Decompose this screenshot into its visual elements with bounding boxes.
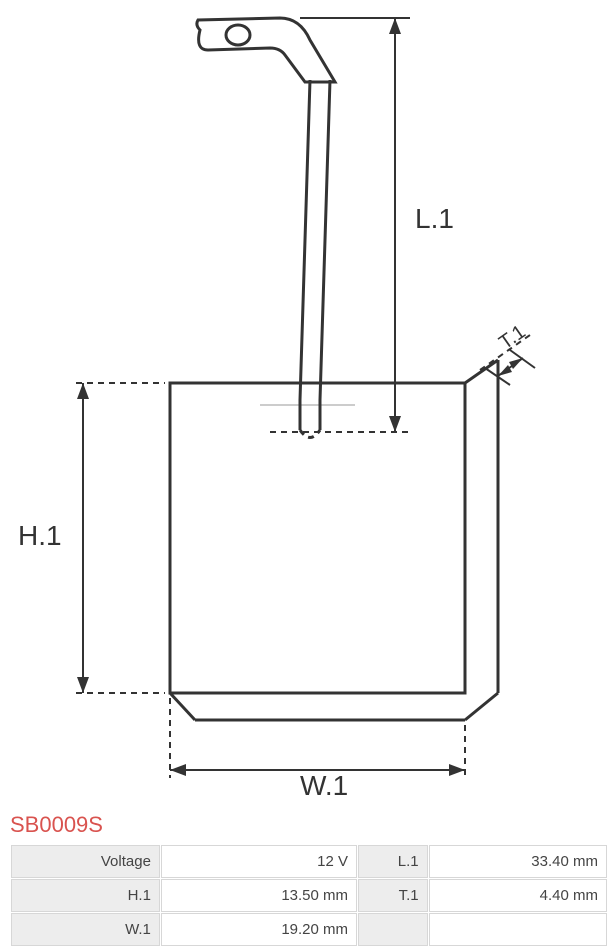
table-row: W.1 19.20 mm	[11, 913, 607, 946]
table-row: Voltage 12 V L.1 33.40 mm	[11, 845, 607, 878]
spec-value: 13.50 mm	[161, 879, 357, 912]
spec-table: Voltage 12 V L.1 33.40 mm H.1 13.50 mm T…	[10, 844, 608, 947]
dim-label-l1: L.1	[415, 203, 454, 234]
spec-label: W.1	[11, 913, 160, 946]
spec-value: 33.40 mm	[429, 845, 607, 878]
spec-label: T.1	[358, 879, 428, 912]
spec-value: 4.40 mm	[429, 879, 607, 912]
technical-diagram: L.1 H.1 W.1 T.1	[0, 0, 608, 810]
spec-label: L.1	[358, 845, 428, 878]
product-code: SB0009S	[0, 810, 608, 844]
dim-label-t1: T.1	[495, 321, 529, 354]
spec-value: 19.20 mm	[161, 913, 357, 946]
spec-value	[429, 913, 607, 946]
spec-label: Voltage	[11, 845, 160, 878]
dim-label-w1: W.1	[300, 770, 348, 801]
table-row: H.1 13.50 mm T.1 4.40 mm	[11, 879, 607, 912]
dim-label-h1: H.1	[18, 520, 62, 551]
spec-label	[358, 913, 428, 946]
spec-value: 12 V	[161, 845, 357, 878]
spec-label: H.1	[11, 879, 160, 912]
